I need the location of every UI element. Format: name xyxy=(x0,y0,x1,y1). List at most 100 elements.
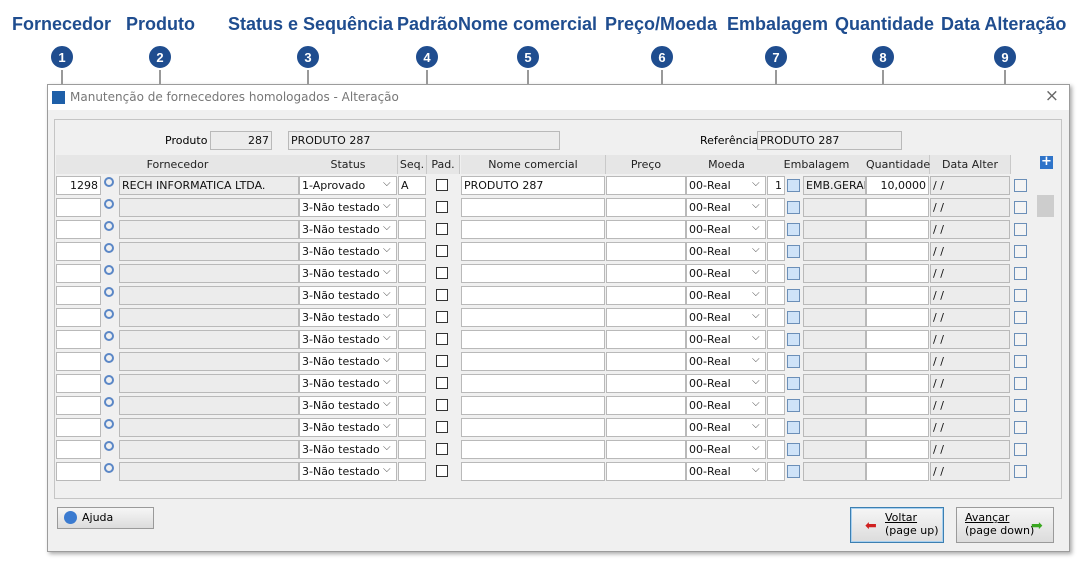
supplier-lookup[interactable] xyxy=(104,177,114,187)
status-select[interactable]: 3-Não testado xyxy=(299,264,397,283)
currency-select[interactable]: 00-Real xyxy=(686,264,766,283)
trade-name[interactable] xyxy=(461,242,605,261)
supplier-name[interactable] xyxy=(119,198,299,217)
supplier-code[interactable] xyxy=(56,352,101,371)
default-checkbox[interactable] xyxy=(436,201,448,213)
package-lookup[interactable] xyxy=(787,223,800,236)
default-checkbox[interactable] xyxy=(436,289,448,301)
dropdown-arrow[interactable]: ⌵ xyxy=(752,222,760,233)
status-select[interactable]: 3-Não testado xyxy=(299,352,397,371)
default-checkbox[interactable] xyxy=(436,245,448,257)
trade-name[interactable] xyxy=(461,396,605,415)
default-checkbox[interactable] xyxy=(436,399,448,411)
quantity[interactable] xyxy=(866,462,929,481)
supplier-code[interactable] xyxy=(56,198,101,217)
supplier-code[interactable] xyxy=(56,264,101,283)
sequence[interactable] xyxy=(398,242,426,261)
change-date[interactable]: / / xyxy=(930,396,1010,415)
package-name[interactable] xyxy=(803,308,866,327)
status-select[interactable]: 3-Não testado xyxy=(299,220,397,239)
status-select[interactable]: 3-Não testado xyxy=(299,374,397,393)
package-name[interactable] xyxy=(803,440,866,459)
default-checkbox[interactable] xyxy=(436,421,448,433)
dropdown-arrow[interactable]: ⌵ xyxy=(752,354,760,365)
change-date[interactable]: / / xyxy=(930,198,1010,217)
change-date[interactable]: / / xyxy=(930,242,1010,261)
quantity[interactable] xyxy=(866,286,929,305)
package-qty[interactable] xyxy=(767,308,785,327)
currency-select[interactable]: 00-Real xyxy=(686,462,766,481)
dropdown-arrow[interactable]: ⌵ xyxy=(752,310,760,321)
package-name[interactable] xyxy=(803,198,866,217)
package-lookup[interactable] xyxy=(787,289,800,302)
currency-select[interactable]: 00-Real xyxy=(686,198,766,217)
status-select[interactable]: 3-Não testado xyxy=(299,418,397,437)
trade-name[interactable] xyxy=(461,220,605,239)
package-qty[interactable] xyxy=(767,396,785,415)
supplier-name[interactable] xyxy=(119,374,299,393)
sequence[interactable] xyxy=(398,418,426,437)
supplier-code[interactable] xyxy=(56,462,101,481)
help-button[interactable]: Ajuda xyxy=(57,507,154,529)
next-button[interactable]: ➡ Avançar (page down) xyxy=(956,507,1054,543)
package-qty[interactable] xyxy=(767,330,785,349)
edit-button[interactable] xyxy=(1014,333,1027,346)
change-date[interactable]: / / xyxy=(930,440,1010,459)
edit-button[interactable] xyxy=(1014,289,1027,302)
edit-button[interactable] xyxy=(1014,399,1027,412)
package-name[interactable] xyxy=(803,242,866,261)
supplier-lookup[interactable] xyxy=(104,199,114,209)
change-date[interactable]: / / xyxy=(930,286,1010,305)
product-code[interactable]: 287 xyxy=(210,131,272,150)
sequence[interactable] xyxy=(398,462,426,481)
supplier-name[interactable] xyxy=(119,418,299,437)
price[interactable] xyxy=(606,286,686,305)
edit-button[interactable] xyxy=(1014,421,1027,434)
price[interactable] xyxy=(606,308,686,327)
status-select[interactable]: 1-Aprovado xyxy=(299,176,397,195)
supplier-name[interactable] xyxy=(119,242,299,261)
edit-button[interactable] xyxy=(1014,179,1027,192)
currency-select[interactable]: 00-Real xyxy=(686,176,766,195)
status-select[interactable]: 3-Não testado xyxy=(299,198,397,217)
trade-name[interactable] xyxy=(461,330,605,349)
quantity[interactable] xyxy=(866,198,929,217)
price[interactable] xyxy=(606,440,686,459)
supplier-lookup[interactable] xyxy=(104,331,114,341)
trade-name[interactable] xyxy=(461,308,605,327)
supplier-lookup[interactable] xyxy=(104,353,114,363)
change-date[interactable]: / / xyxy=(930,352,1010,371)
price[interactable] xyxy=(606,176,686,195)
sequence[interactable] xyxy=(398,286,426,305)
price[interactable] xyxy=(606,242,686,261)
currency-select[interactable]: 00-Real xyxy=(686,220,766,239)
supplier-lookup[interactable] xyxy=(104,287,114,297)
package-qty[interactable] xyxy=(767,418,785,437)
package-name[interactable] xyxy=(803,264,866,283)
price[interactable] xyxy=(606,220,686,239)
supplier-name[interactable] xyxy=(119,264,299,283)
supplier-code[interactable] xyxy=(56,330,101,349)
dropdown-arrow[interactable]: ⌵ xyxy=(383,200,391,211)
package-lookup[interactable] xyxy=(787,333,800,346)
package-name[interactable] xyxy=(803,396,866,415)
edit-button[interactable] xyxy=(1014,355,1027,368)
supplier-name[interactable] xyxy=(119,396,299,415)
trade-name[interactable] xyxy=(461,374,605,393)
supplier-code[interactable] xyxy=(56,220,101,239)
edit-button[interactable] xyxy=(1014,443,1027,456)
dropdown-arrow[interactable]: ⌵ xyxy=(383,376,391,387)
edit-button[interactable] xyxy=(1014,201,1027,214)
package-lookup[interactable] xyxy=(787,465,800,478)
quantity[interactable] xyxy=(866,418,929,437)
package-lookup[interactable] xyxy=(787,201,800,214)
supplier-name[interactable] xyxy=(119,330,299,349)
edit-button[interactable] xyxy=(1014,267,1027,280)
dropdown-arrow[interactable]: ⌵ xyxy=(383,310,391,321)
sequence[interactable] xyxy=(398,352,426,371)
dropdown-arrow[interactable]: ⌵ xyxy=(383,442,391,453)
package-qty[interactable] xyxy=(767,220,785,239)
change-date[interactable]: / / xyxy=(930,374,1010,393)
package-name[interactable] xyxy=(803,286,866,305)
package-lookup[interactable] xyxy=(787,421,800,434)
